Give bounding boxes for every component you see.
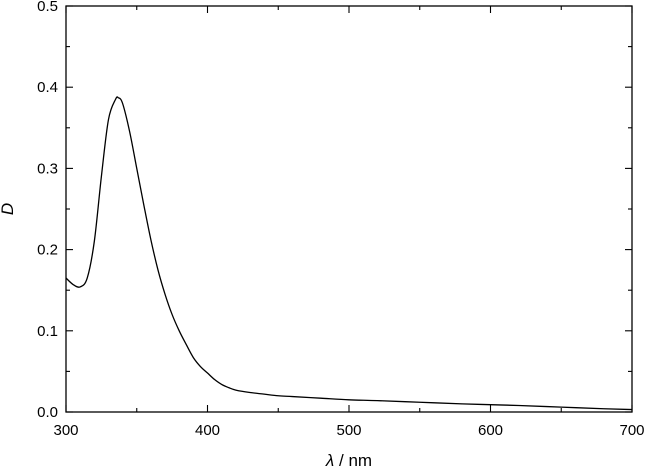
x-axis-title: λ / nm [325,451,372,470]
x-tick-label: 400 [195,422,220,439]
y-tick-label: 0.4 [37,79,58,96]
tick-labels-layer: 300 400 500 600 700 0.0 0.1 0.2 0.3 0.4 0.5 [37,0,644,439]
x-tick-label: 600 [478,422,503,439]
y-axis-title: D [0,203,17,215]
ticks-layer [65,5,633,413]
y-tick-label: 0.2 [37,242,58,259]
x-tick-label: 300 [53,422,78,439]
x-axis-unit: / nm [334,451,372,470]
y-tick-label: 0.0 [37,404,58,421]
x-tick-label: 700 [619,422,644,439]
y-tick-label: 0.3 [37,160,58,177]
y-tick-label: 0.5 [37,0,58,15]
series-line [65,96,633,411]
y-tick-label: 0.1 [37,323,58,340]
x-axis-symbol: λ [325,451,334,470]
x-tick-label: 500 [336,422,361,439]
plot-frame [65,5,633,413]
